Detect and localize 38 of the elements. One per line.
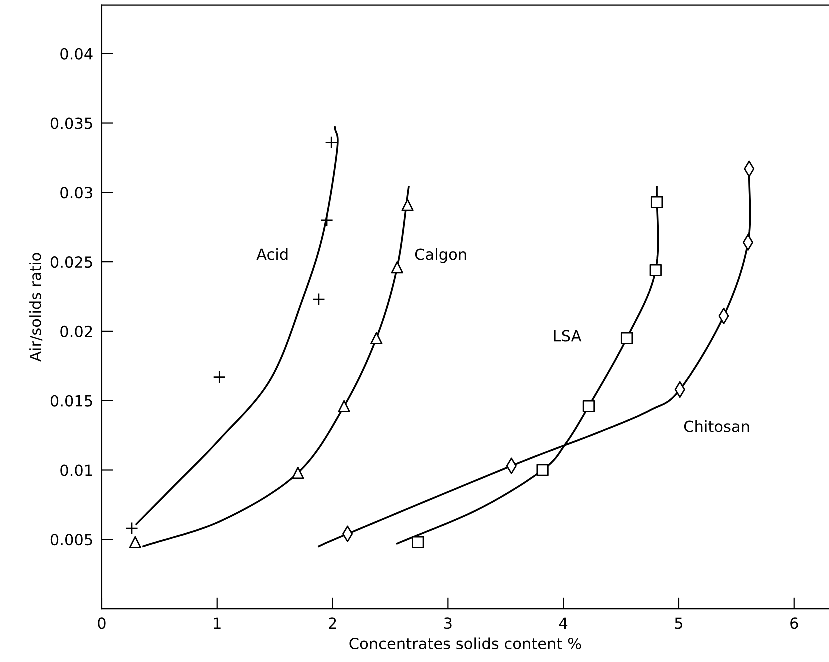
- point: [312, 293, 326, 306]
- point: [650, 196, 664, 208]
- x-tick-label: 6: [790, 618, 798, 630]
- point: [325, 136, 338, 150]
- y-axis-title: Air/solids ratio: [30, 253, 43, 362]
- point: [402, 199, 414, 212]
- x-tick-label: 1: [214, 618, 221, 629]
- text: Acid: [256, 248, 288, 260]
- point: [125, 522, 138, 536]
- series-label: Chitosan: [684, 420, 750, 432]
- point: [620, 332, 634, 344]
- point: [412, 536, 424, 548]
- text: LSA: [554, 330, 582, 342]
- point: [320, 214, 334, 227]
- point: [129, 536, 142, 548]
- series-label: Calgon: [415, 248, 466, 264]
- point: [292, 466, 304, 480]
- point: [338, 400, 350, 412]
- x-tick-label: 2: [329, 618, 336, 629]
- y-tick-label: 0.025: [50, 256, 92, 268]
- point: [650, 264, 662, 276]
- y-tick-label: 0.005: [50, 534, 92, 546]
- point: [536, 464, 549, 476]
- x-tick-label: 3: [444, 618, 452, 630]
- x-axis-title: Concentrates solids content %: [350, 638, 582, 650]
- point: [370, 332, 383, 344]
- x-tick-label: 4: [559, 618, 568, 629]
- x-tick-label: 0: [98, 618, 106, 630]
- y-tick-label: 0.02: [60, 326, 92, 338]
- point: [213, 370, 226, 384]
- y-tick-label: 0.015: [50, 395, 92, 407]
- y-tick-label: 0.01: [60, 464, 92, 476]
- y-tick-label: 0.03: [60, 187, 92, 199]
- y-tick-label: 0.035: [50, 118, 92, 130]
- y-tick-label: 0.04: [60, 48, 93, 60]
- x-tick-label: 5: [675, 618, 683, 630]
- point: [391, 262, 404, 274]
- point: [582, 400, 596, 412]
